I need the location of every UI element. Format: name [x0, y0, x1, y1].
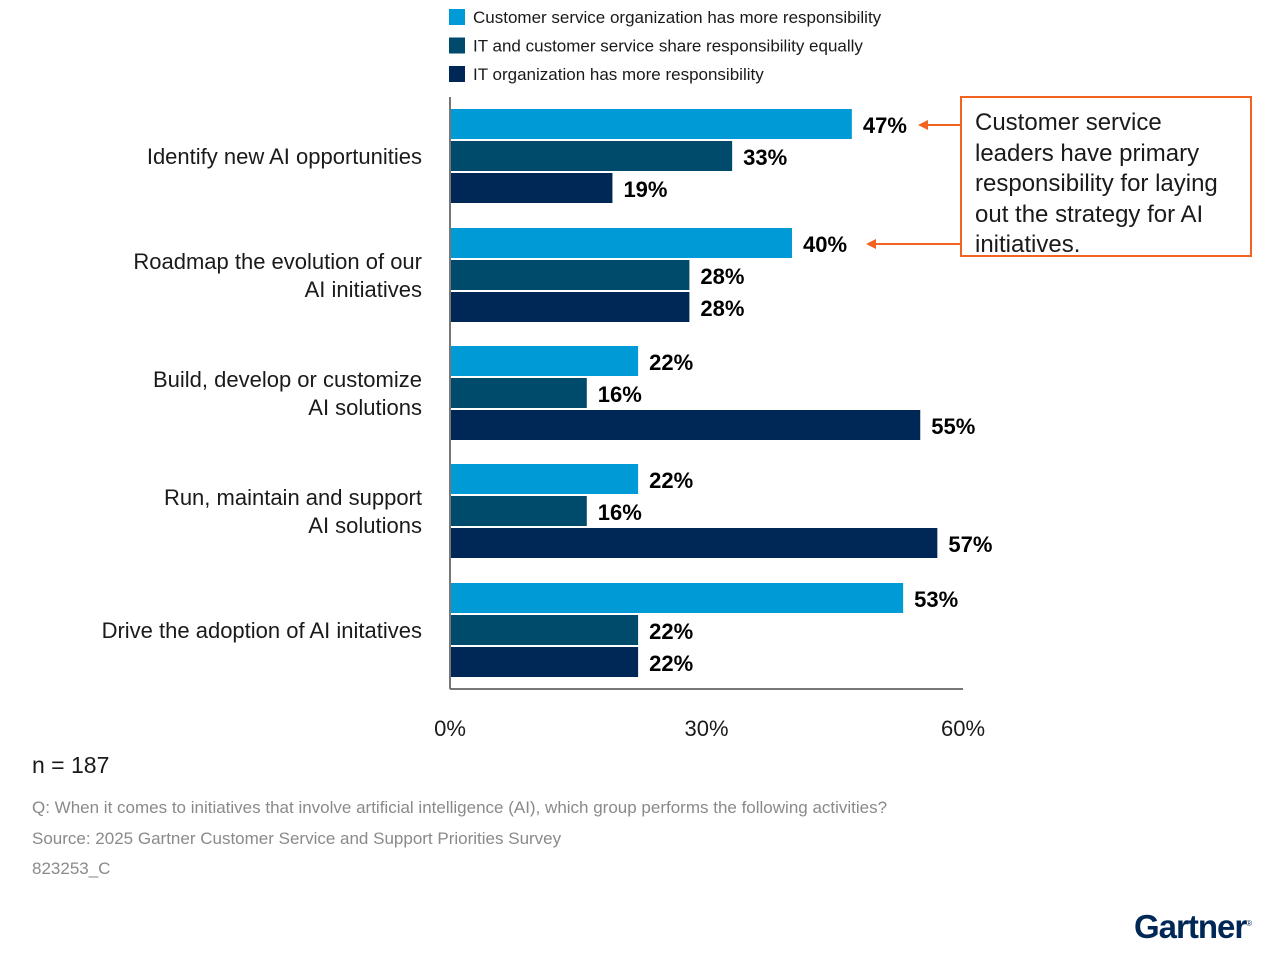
sample-size: n = 187 — [32, 752, 110, 778]
arrowhead-icon — [866, 239, 876, 249]
data-label: 16% — [598, 382, 642, 407]
data-label: 33% — [743, 145, 787, 170]
data-label: 57% — [948, 532, 992, 557]
bar — [450, 228, 792, 258]
category-label: Run, maintain and support — [164, 485, 422, 510]
data-label: 40% — [803, 232, 847, 257]
data-label: 55% — [931, 414, 975, 439]
category-label: AI solutions — [308, 395, 422, 420]
bar — [450, 647, 639, 677]
legend-label: IT organization has more responsibility — [473, 65, 764, 84]
bar — [450, 615, 639, 645]
x-tick-label: 30% — [684, 716, 728, 741]
x-tick-label: 0% — [434, 716, 466, 741]
legend-swatch — [449, 9, 465, 25]
data-label: 28% — [700, 264, 744, 289]
bar — [450, 292, 690, 322]
bar — [450, 346, 639, 376]
category-label: AI solutions — [308, 513, 422, 538]
annotation-box: Customer service leaders have primary re… — [960, 96, 1252, 258]
legend-swatch — [449, 37, 465, 54]
bar — [450, 109, 852, 139]
bar — [450, 410, 921, 440]
legend-label: Customer service organization has more r… — [473, 8, 882, 27]
logo-text: Gartner — [1134, 908, 1247, 945]
bar — [450, 173, 613, 203]
bar — [450, 583, 904, 613]
survey-question: Q: When it comes to initiatives that inv… — [32, 798, 888, 817]
arrowhead-icon — [918, 120, 928, 130]
data-label: 22% — [649, 619, 693, 644]
data-label: 47% — [863, 113, 907, 138]
category-label: Build, develop or customize — [153, 367, 422, 392]
data-label: 22% — [649, 651, 693, 676]
category-label: AI initiatives — [305, 277, 422, 302]
bar — [450, 378, 587, 408]
bar — [450, 260, 690, 290]
data-label: 19% — [623, 177, 667, 202]
data-label: 28% — [700, 296, 744, 321]
gartner-logo: Gartner® — [1134, 908, 1252, 945]
bar — [450, 496, 587, 526]
data-label: 22% — [649, 468, 693, 493]
chart-id: 823253_C — [32, 859, 111, 878]
bar — [450, 141, 733, 171]
category-label: Identify new AI opportunities — [147, 144, 422, 169]
legend-swatch — [449, 66, 465, 82]
x-tick-label: 60% — [941, 716, 985, 741]
bar — [450, 528, 938, 558]
legend-label: IT and customer service share responsibi… — [473, 37, 863, 56]
data-label: 16% — [598, 500, 642, 525]
data-label: 53% — [914, 587, 958, 612]
data-label: 22% — [649, 350, 693, 375]
bar — [450, 464, 639, 494]
source-note: Source: 2025 Gartner Customer Service an… — [32, 829, 562, 848]
category-label: Drive the adoption of AI initatives — [102, 618, 422, 643]
category-label: Roadmap the evolution of our — [133, 249, 422, 274]
